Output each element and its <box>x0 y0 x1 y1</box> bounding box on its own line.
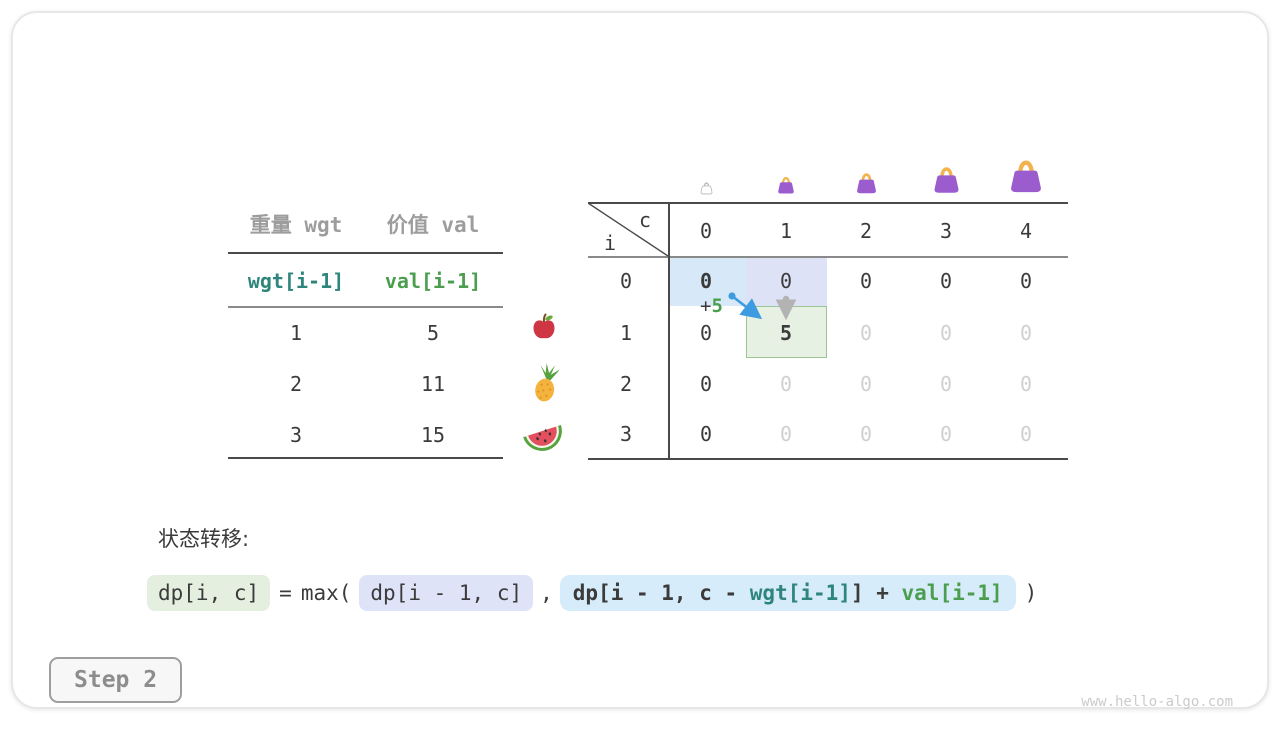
formula-arg1: dp[i - 1, c] <box>359 575 534 611</box>
col-header-4: 4 <box>1019 219 1033 243</box>
bag-icon-capacity-4 <box>1011 160 1041 193</box>
row-header-2: 2 <box>619 372 633 396</box>
items-table-mid-rule <box>228 306 503 308</box>
formula-max-open: max( <box>300 581 352 605</box>
col-header-2: 2 <box>859 219 873 243</box>
items-table-header-rule <box>228 252 503 254</box>
formula-arg2-wgt: wgt[i-1] <box>749 581 851 605</box>
col-header-3: 3 <box>939 219 953 243</box>
dp-table-diagonal-rule <box>588 203 669 257</box>
item-1-value: 5 <box>426 321 440 345</box>
formula-equals: = <box>279 581 292 605</box>
plus-sign: + <box>700 295 712 317</box>
watermark: www.hello-algo.com <box>1081 694 1233 710</box>
state-transition-formula: dp[i, c] = max( dp[i - 1, c] , dp[i - 1,… <box>147 575 1037 611</box>
bag-icon-capacity-1 <box>778 177 794 194</box>
bag-icon-capacity-3 <box>934 167 959 193</box>
item-3-weight: 3 <box>289 423 303 447</box>
item-3-value: 15 <box>420 423 446 447</box>
transition-label: 状态转移: <box>158 527 250 551</box>
col-header-1: 1 <box>779 219 793 243</box>
formula-close: ) <box>1024 581 1038 605</box>
dp-cell-2-4: 0 <box>1019 372 1033 396</box>
dp-cell-2-3: 0 <box>939 372 953 396</box>
item-2-value: 11 <box>420 372 446 396</box>
items-col-header-wgt: 重量 wgt <box>249 213 343 237</box>
dp-cell-2-0: 0 <box>699 372 713 396</box>
dp-table-header-rule <box>588 256 1068 258</box>
dp-cell-3-2: 0 <box>859 422 873 446</box>
dp-cell-0-2: 0 <box>859 269 873 293</box>
watermelon-icon <box>523 424 562 451</box>
corner-col-var: c <box>638 208 652 232</box>
formula-arg2-mid: ] + <box>850 581 902 605</box>
dp-cell-0-1: 0 <box>779 269 793 293</box>
dp-cell-3-3: 0 <box>939 422 953 446</box>
dp-cell-1-2: 0 <box>859 321 873 345</box>
dp-cell-0-3: 0 <box>939 269 953 293</box>
dp-cell-2-2: 0 <box>859 372 873 396</box>
dp-table-top-rule <box>588 202 1068 204</box>
dp-table-vertical-rule <box>668 202 670 460</box>
col-header-0: 0 <box>699 219 713 243</box>
diagram-panel: 重量 wgt 价值 val wgt[i-1] val[i-1] 1 5 2 11… <box>11 11 1269 710</box>
items-index-label-val: val[i-1] <box>384 269 482 293</box>
dp-cell-3-1: 0 <box>779 422 793 446</box>
dp-cell-0-0: 0 <box>699 269 713 293</box>
dp-cell-1-1: 5 <box>779 321 793 345</box>
dp-cell-3-0: 0 <box>699 422 713 446</box>
dp-cell-1-4: 0 <box>1019 321 1033 345</box>
bag-icon-capacity-2 <box>857 173 876 194</box>
added-value: 5 <box>711 295 723 317</box>
transition-arrows <box>728 292 797 321</box>
row-header-3: 3 <box>619 422 633 446</box>
formula-arg2-val: val[i-1] <box>901 581 1003 605</box>
empty-bag-icon <box>700 182 713 195</box>
formula-arg2-prefix: dp[i - 1, c - <box>572 581 750 605</box>
formula-lhs: dp[i, c] <box>147 575 271 611</box>
items-index-label-wgt: wgt[i-1] <box>247 269 345 293</box>
pineapple-icon <box>535 363 560 402</box>
formula-comma: , <box>540 581 553 605</box>
corner-row-var: i <box>603 231 617 255</box>
transition-add-label: +5 <box>700 295 723 317</box>
apple-icon <box>533 313 555 339</box>
item-2-weight: 2 <box>289 372 303 396</box>
items-table-bottom-rule <box>228 457 503 459</box>
step-badge: Step 2 <box>49 657 183 703</box>
items-col-header-val: 价值 val <box>386 213 480 237</box>
row-header-0: 0 <box>619 269 633 293</box>
dp-cell-0-4: 0 <box>1019 269 1033 293</box>
dp-cell-2-1: 0 <box>779 372 793 396</box>
dp-cell-1-0: 0 <box>699 321 713 345</box>
row-header-1: 1 <box>619 321 633 345</box>
item-1-weight: 1 <box>289 321 303 345</box>
dp-cell-1-3: 0 <box>939 321 953 345</box>
formula-arg2: dp[i - 1, c - wgt[i-1]] + val[i-1] <box>559 575 1016 611</box>
dp-cell-3-4: 0 <box>1019 422 1033 446</box>
dp-table-bottom-rule <box>588 458 1068 460</box>
